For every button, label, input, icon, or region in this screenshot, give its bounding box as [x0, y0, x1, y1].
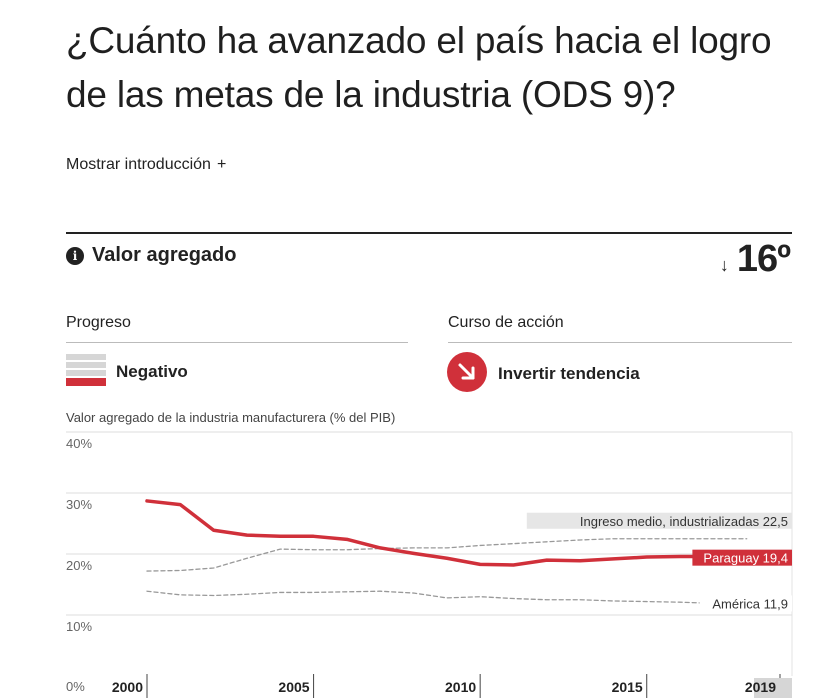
down-arrow-icon: ↓	[719, 255, 729, 275]
y-tick-label: 20%	[66, 558, 92, 573]
action-rule	[448, 342, 792, 343]
y-tick-label: 30%	[66, 497, 92, 512]
show-introduction-toggle[interactable]: Mostrar introducción +	[66, 156, 226, 174]
plus-icon: +	[216, 156, 227, 173]
series-end-label-bg	[699, 595, 792, 612]
y-tick-label: 10%	[66, 619, 92, 634]
series-line	[145, 499, 749, 567]
reverse-trend-arrow-icon	[447, 352, 487, 392]
x-tick-label: 2005	[278, 679, 309, 695]
series-line	[146, 590, 748, 605]
chart-caption: Valor agregado de la industria manufactu…	[66, 410, 396, 425]
rank-value: 16º	[736, 238, 791, 280]
page-title: ¿Cuánto ha avanzado el país hacia el log…	[66, 20, 772, 115]
x-tick-label: 2000	[112, 679, 143, 695]
series-end-label-bg	[526, 512, 792, 529]
progress-rule	[66, 342, 408, 343]
progress-status: Negativo	[116, 362, 188, 381]
series-end-label-bg	[692, 549, 792, 566]
progress-heading: Progreso	[66, 314, 131, 331]
rank-display: ↓ 16º	[719, 238, 791, 281]
action-heading: Curso de acción	[448, 314, 564, 331]
series-end-label: Ingreso medio, industrializadas 22,5	[580, 514, 788, 529]
x-tick-highlight	[754, 678, 792, 698]
progress-bars-icon	[66, 354, 106, 392]
indicator-name: Valor agregado	[92, 244, 237, 266]
series-end-label: América 11,9	[712, 596, 788, 611]
y-tick-label: 40%	[66, 436, 92, 451]
section-divider	[66, 232, 792, 234]
indicator-header: i Valor agregado	[66, 244, 237, 267]
info-icon[interactable]: i	[66, 246, 84, 265]
y-tick-label: 0%	[66, 679, 85, 694]
x-tick-label: 2010	[445, 679, 476, 695]
show-introduction-label: Mostrar introducción	[66, 156, 211, 173]
series-end-label: Paraguay 19,4	[703, 551, 788, 566]
x-tick-label: 2015	[612, 679, 643, 695]
x-tick-label: 2019	[745, 679, 776, 695]
series-line	[146, 538, 748, 572]
action-status: Invertir tendencia	[498, 364, 640, 383]
